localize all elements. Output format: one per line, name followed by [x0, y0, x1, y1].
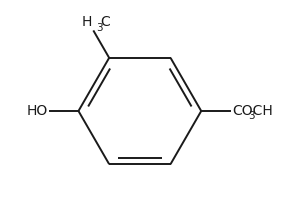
Text: C: C: [100, 15, 110, 29]
Text: H: H: [81, 15, 91, 29]
Text: 3: 3: [96, 23, 103, 33]
Text: HO: HO: [27, 104, 48, 118]
Text: 3: 3: [248, 111, 254, 121]
Text: COCH: COCH: [232, 104, 273, 118]
